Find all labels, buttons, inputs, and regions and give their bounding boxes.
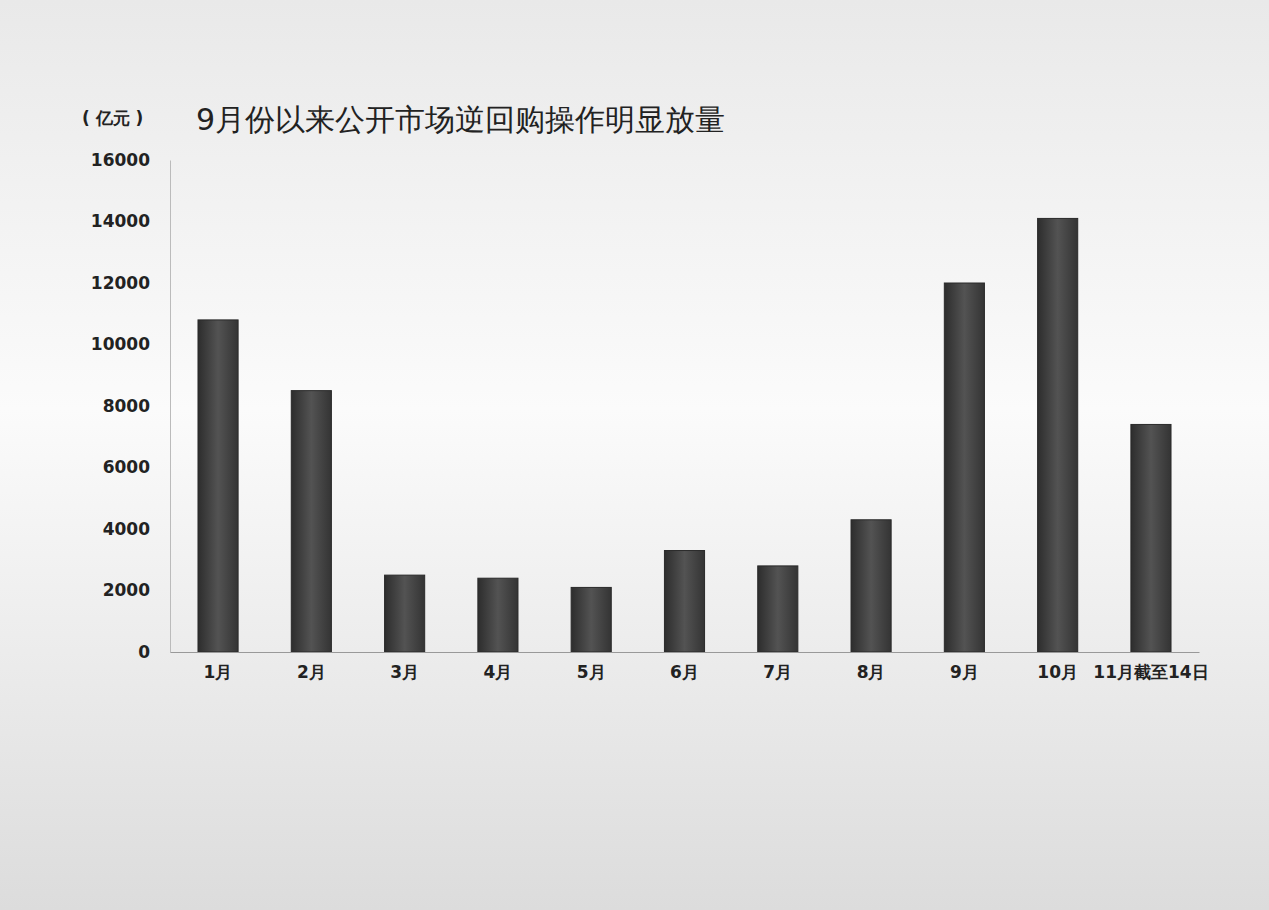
title: 9月份以来公开市场逆回购操作明显放量 [196, 102, 725, 137]
y-tick: 16000 [91, 150, 170, 170]
bar [198, 320, 238, 652]
x-tick: 5月 [577, 652, 606, 682]
x-tick-label: 7月 [763, 662, 792, 682]
y-tick: 12000 [91, 273, 170, 293]
bar [664, 551, 704, 652]
y-axis-title: ( 亿元 ) [82, 108, 143, 128]
y-tick: 10000 [91, 334, 170, 354]
x-tick-label: 11月截至14日 [1093, 662, 1208, 682]
x-tick-label: 3月 [390, 662, 419, 682]
x-tick: 11月截至14日 [1093, 652, 1208, 682]
background [0, 0, 1269, 910]
x-tick-label: 2月 [297, 662, 326, 682]
y-tick: 2000 [103, 580, 170, 600]
x-tick: 6月 [670, 652, 699, 682]
x-tick: 8月 [857, 652, 886, 682]
y-tick-label: 16000 [91, 150, 150, 170]
x-tick-label: 8月 [857, 662, 886, 682]
x-tick: 7月 [763, 652, 792, 682]
y-axis: 0 2000 4000 6000 8000 10000 12000 14000 16000 [91, 150, 171, 662]
y-tick: 0 [138, 642, 170, 662]
y-tick: 8000 [103, 396, 170, 416]
bar [1038, 218, 1078, 652]
x-tick: 9月 [950, 652, 979, 682]
bar [571, 587, 611, 652]
x-tick: 3月 [390, 652, 419, 682]
x-tick: 2月 [297, 652, 326, 682]
bar [478, 578, 518, 652]
x-axis: 1月 2月 3月 4月 5月 6月 7月 8月 9月 10月 11月截至14日 [171, 652, 1209, 682]
y-tick: 6000 [103, 457, 170, 477]
x-tick-label: 1月 [204, 662, 233, 682]
bar [758, 566, 798, 652]
bar [385, 575, 425, 652]
bar [291, 391, 331, 652]
x-tick: 10月 [1037, 652, 1078, 682]
y-tick-label: 4000 [103, 519, 150, 539]
x-tick-label: 6月 [670, 662, 699, 682]
y-tick-label: 2000 [103, 580, 150, 600]
y-tick: 4000 [103, 519, 170, 539]
y-tick-label: 14000 [91, 211, 150, 231]
x-tick: 4月 [483, 652, 512, 682]
y-tick-label: 12000 [91, 273, 150, 293]
bars [198, 218, 1171, 652]
y-axis-line [170, 161, 171, 653]
bar [1131, 424, 1171, 652]
y-tick-label: 0 [138, 642, 150, 662]
x-tick: 1月 [204, 652, 233, 682]
x-tick-label: 10月 [1037, 662, 1078, 682]
x-tick-label: 9月 [950, 662, 979, 682]
y-tick: 14000 [91, 211, 170, 231]
x-tick-label: 4月 [483, 662, 512, 682]
bar [851, 520, 891, 652]
y-tick-label: 10000 [91, 334, 150, 354]
y-tick-label: 8000 [103, 396, 150, 416]
x-axis-line [171, 652, 1200, 653]
x-tick-label: 5月 [577, 662, 606, 682]
chart: 9月份以来公开市场逆回购操作明显放量 ( 亿元 ) 0 2000 4000 6000 800… [0, 0, 1269, 910]
y-tick-label: 6000 [103, 457, 150, 477]
bar [944, 283, 984, 652]
plot: 0 2000 4000 6000 8000 10000 12000 14000 16000 1月 2… [91, 150, 1209, 682]
